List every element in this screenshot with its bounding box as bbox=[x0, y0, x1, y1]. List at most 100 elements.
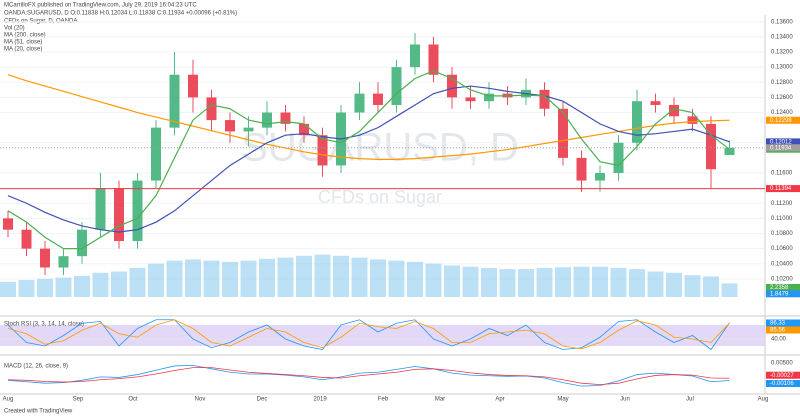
y-tick-label: 0.00500 bbox=[771, 361, 793, 367]
candle-body bbox=[280, 112, 291, 124]
volume-bar bbox=[37, 278, 53, 297]
watermark-name: CFDs on Sugar bbox=[318, 187, 442, 207]
candle-body bbox=[95, 188, 106, 230]
volume-bar bbox=[277, 257, 294, 297]
watermark-symbol: SUGARUSD, D bbox=[241, 126, 519, 170]
candle-body bbox=[299, 123, 309, 136]
volume-bar bbox=[481, 267, 497, 297]
price-tag-label: 1.8479 bbox=[770, 291, 789, 297]
x-tick-label: Nov bbox=[195, 397, 206, 403]
legend-entry: MA (20, close) bbox=[4, 47, 42, 53]
candle-body bbox=[317, 135, 328, 166]
y-tick-label: 0.10800 bbox=[771, 231, 793, 237]
stoch-band bbox=[0, 325, 765, 346]
publisher-line: MCarrilloFX published on TradingView.com… bbox=[4, 3, 197, 9]
price-tag-label: 86.33 bbox=[770, 321, 786, 327]
price-tag-label: 0.11394 bbox=[770, 186, 792, 192]
legend-entry: MA (200, close) bbox=[4, 33, 46, 39]
x-tick-label: Jul bbox=[686, 397, 694, 403]
ma-line bbox=[7, 70, 730, 250]
price-tag bbox=[766, 319, 800, 327]
price-tag bbox=[766, 283, 800, 291]
y-tick-label: 0.13400 bbox=[771, 35, 793, 41]
candle-body bbox=[706, 123, 716, 170]
volume-bar bbox=[18, 280, 35, 297]
volume-bar bbox=[666, 272, 682, 297]
price-tag-label: -0.00106 bbox=[770, 381, 794, 387]
x-tick-label: May bbox=[557, 397, 568, 403]
volume-bar bbox=[259, 258, 275, 297]
candle-body bbox=[354, 93, 365, 113]
candle-body bbox=[595, 173, 605, 181]
candle-body bbox=[151, 127, 161, 181]
y-tick-label: 0.13000 bbox=[771, 65, 793, 71]
candle-body bbox=[632, 101, 642, 143]
volume-bar bbox=[573, 266, 590, 297]
y-tick-label: 0.11600 bbox=[771, 171, 793, 177]
volume-bar bbox=[240, 260, 257, 297]
y-tick-label: 0.12400 bbox=[771, 110, 793, 116]
volume-bar bbox=[296, 255, 312, 297]
volume-bar bbox=[407, 261, 423, 297]
volume-bar bbox=[592, 266, 608, 297]
candle-body bbox=[539, 89, 550, 109]
volume-bar bbox=[370, 259, 386, 297]
y-tick-label: 0.12800 bbox=[771, 80, 793, 86]
volume-bar bbox=[444, 265, 460, 297]
candle-body bbox=[225, 120, 235, 132]
candle-body bbox=[484, 93, 494, 102]
volume-bar bbox=[0, 281, 16, 297]
y-tick-label: 0.10200 bbox=[771, 276, 793, 282]
candle-body bbox=[576, 157, 587, 181]
x-tick-label: Mar bbox=[435, 397, 445, 403]
x-tick-label: Sep bbox=[73, 397, 84, 403]
price-tag bbox=[766, 380, 800, 388]
candle-body bbox=[669, 104, 679, 117]
volume-bar bbox=[55, 277, 72, 297]
volume-bar bbox=[518, 269, 534, 297]
volume-bar bbox=[129, 267, 146, 297]
price-tag-label: 2.2358 bbox=[770, 285, 789, 291]
candle-body bbox=[687, 116, 698, 124]
y-tick-label: 0.11200 bbox=[771, 201, 793, 207]
footer: Created with TradingView bbox=[4, 409, 73, 415]
volume-bar bbox=[425, 263, 442, 297]
volume-bar bbox=[148, 263, 164, 297]
volume-bar bbox=[721, 283, 738, 297]
legend-entry: Vol (20) bbox=[4, 26, 25, 32]
price-tag-label: 85.56 bbox=[770, 328, 786, 334]
volume-bar bbox=[111, 271, 127, 297]
stoch-line bbox=[7, 319, 730, 350]
volume-bar bbox=[499, 269, 516, 297]
volume-bar bbox=[166, 260, 183, 297]
volume-bar bbox=[185, 259, 201, 297]
volume-bar bbox=[536, 267, 553, 297]
candle-body bbox=[410, 44, 420, 68]
y-tick-label: 40.00 bbox=[771, 337, 787, 343]
volume-bar bbox=[351, 257, 368, 297]
volume-bar bbox=[314, 254, 331, 297]
y-tick-label: 0.10600 bbox=[771, 246, 793, 252]
volume-bar bbox=[333, 255, 349, 297]
price-tag bbox=[766, 326, 800, 334]
candle-body bbox=[650, 101, 661, 105]
candle-body bbox=[373, 93, 383, 105]
candle-body bbox=[447, 74, 457, 98]
quote-line: OANDA:SUGARUSD, D O:0.11838 H:0.12034 L:… bbox=[4, 11, 237, 17]
volume-bar bbox=[203, 260, 220, 297]
y-tick-label: 0.10400 bbox=[771, 261, 793, 267]
candle-body bbox=[40, 248, 50, 268]
price-tag-label: 0.12012 bbox=[770, 139, 792, 145]
y-tick-label: 0.11000 bbox=[771, 216, 793, 222]
candle-body bbox=[262, 112, 272, 128]
price-tag bbox=[766, 185, 800, 193]
volume-bar bbox=[610, 267, 627, 297]
candle-body bbox=[613, 142, 624, 174]
volume-bar bbox=[222, 261, 238, 297]
volume-bar bbox=[92, 272, 109, 297]
price-tag bbox=[766, 116, 800, 124]
volume-bar bbox=[388, 260, 405, 297]
candle-body bbox=[58, 256, 69, 268]
volume-bar bbox=[462, 266, 479, 297]
